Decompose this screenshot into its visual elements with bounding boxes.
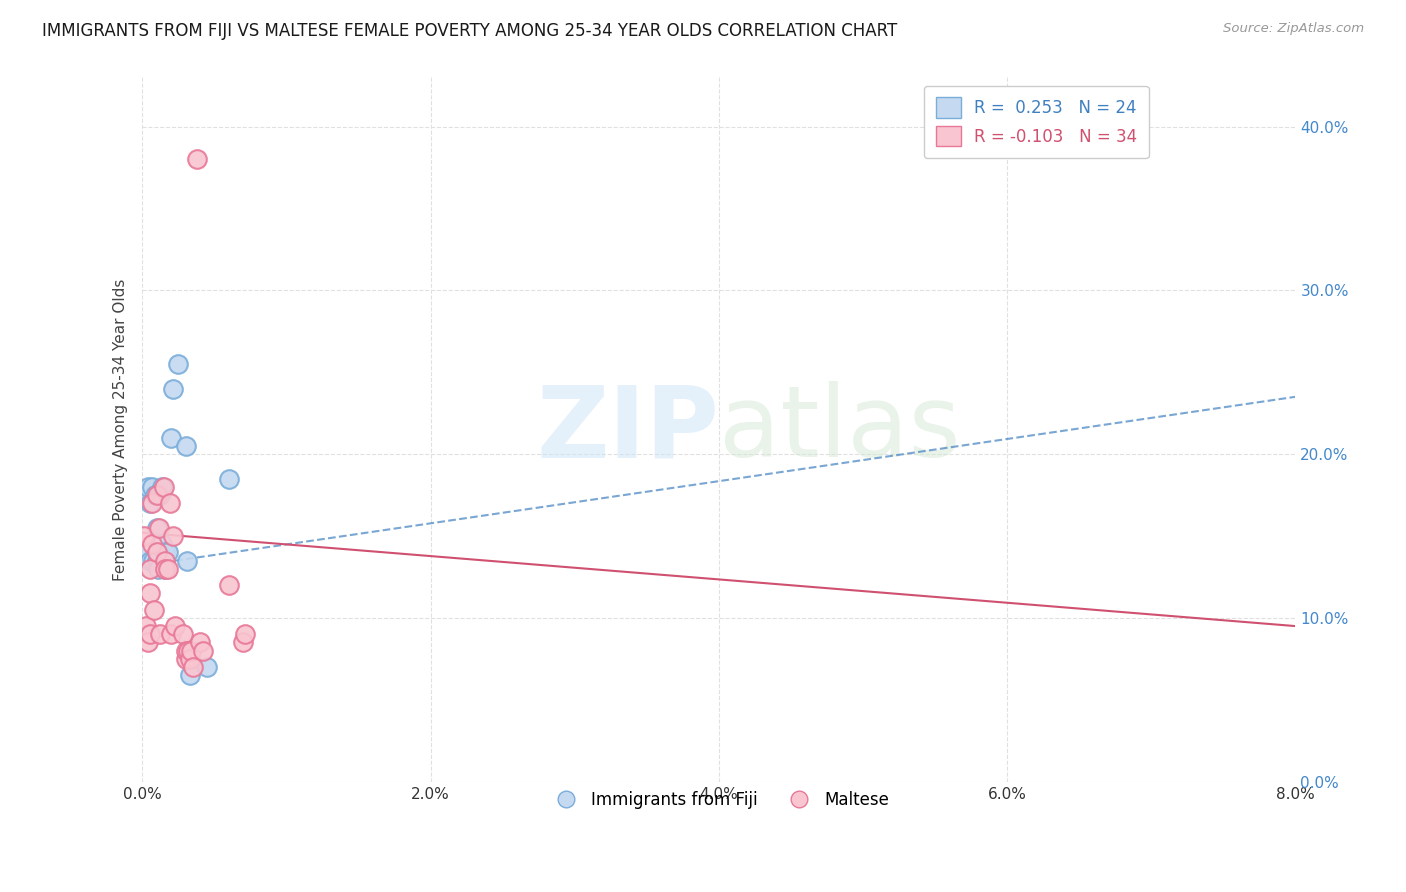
Point	[156, 545, 179, 559]
Text: Source: ZipAtlas.com: Source: ZipAtlas.com	[1223, 22, 1364, 36]
Text: IMMIGRANTS FROM FIJI VS MALTESE FEMALE POVERTY AMONG 25-34 YEAR OLDS CORRELATION: IMMIGRANTS FROM FIJI VS MALTESE FEMALE P…	[42, 22, 897, 40]
Point	[177, 643, 200, 657]
Point	[139, 586, 162, 600]
Point	[181, 660, 204, 674]
Point	[174, 643, 197, 657]
Text: ZIP: ZIP	[536, 381, 718, 478]
Point	[136, 480, 159, 494]
Point	[136, 635, 159, 649]
Point	[153, 553, 176, 567]
Point	[141, 480, 163, 494]
Point	[146, 521, 169, 535]
Point	[150, 480, 173, 494]
Point	[135, 545, 157, 559]
Point	[160, 627, 183, 641]
Point	[141, 537, 163, 551]
Point	[153, 480, 176, 494]
Point	[167, 357, 190, 371]
Point	[195, 660, 218, 674]
Point	[179, 668, 201, 682]
Point	[191, 643, 214, 657]
Point	[218, 578, 240, 592]
Point	[159, 496, 181, 510]
Point	[138, 553, 160, 567]
Point	[148, 521, 170, 535]
Point	[188, 635, 211, 649]
Point	[138, 627, 160, 641]
Point	[145, 545, 167, 559]
Point	[139, 496, 162, 510]
Point	[180, 643, 202, 657]
Point	[149, 488, 172, 502]
Point	[176, 553, 198, 567]
Point	[142, 603, 165, 617]
Point	[186, 153, 208, 167]
Point	[174, 652, 197, 666]
Point	[153, 545, 176, 559]
Point	[149, 627, 172, 641]
Point	[143, 488, 166, 502]
Point	[179, 652, 201, 666]
Point	[138, 562, 160, 576]
Point	[155, 562, 177, 576]
Point	[162, 529, 184, 543]
Point	[141, 496, 163, 510]
Point	[218, 472, 240, 486]
Text: atlas: atlas	[718, 381, 960, 478]
Point	[160, 431, 183, 445]
Point	[162, 382, 184, 396]
Point	[232, 635, 254, 649]
Point	[163, 619, 186, 633]
Point	[146, 562, 169, 576]
Point	[172, 627, 194, 641]
Point	[134, 529, 156, 543]
Legend: Immigrants from Fiji, Maltese: Immigrants from Fiji, Maltese	[543, 784, 896, 815]
Point	[157, 562, 180, 576]
Point	[145, 553, 167, 567]
Point	[142, 553, 165, 567]
Point	[155, 562, 177, 576]
Point	[233, 627, 256, 641]
Point	[174, 439, 197, 453]
Y-axis label: Female Poverty Among 25-34 Year Olds: Female Poverty Among 25-34 Year Olds	[114, 278, 128, 581]
Point	[152, 537, 174, 551]
Point	[145, 488, 167, 502]
Point	[135, 619, 157, 633]
